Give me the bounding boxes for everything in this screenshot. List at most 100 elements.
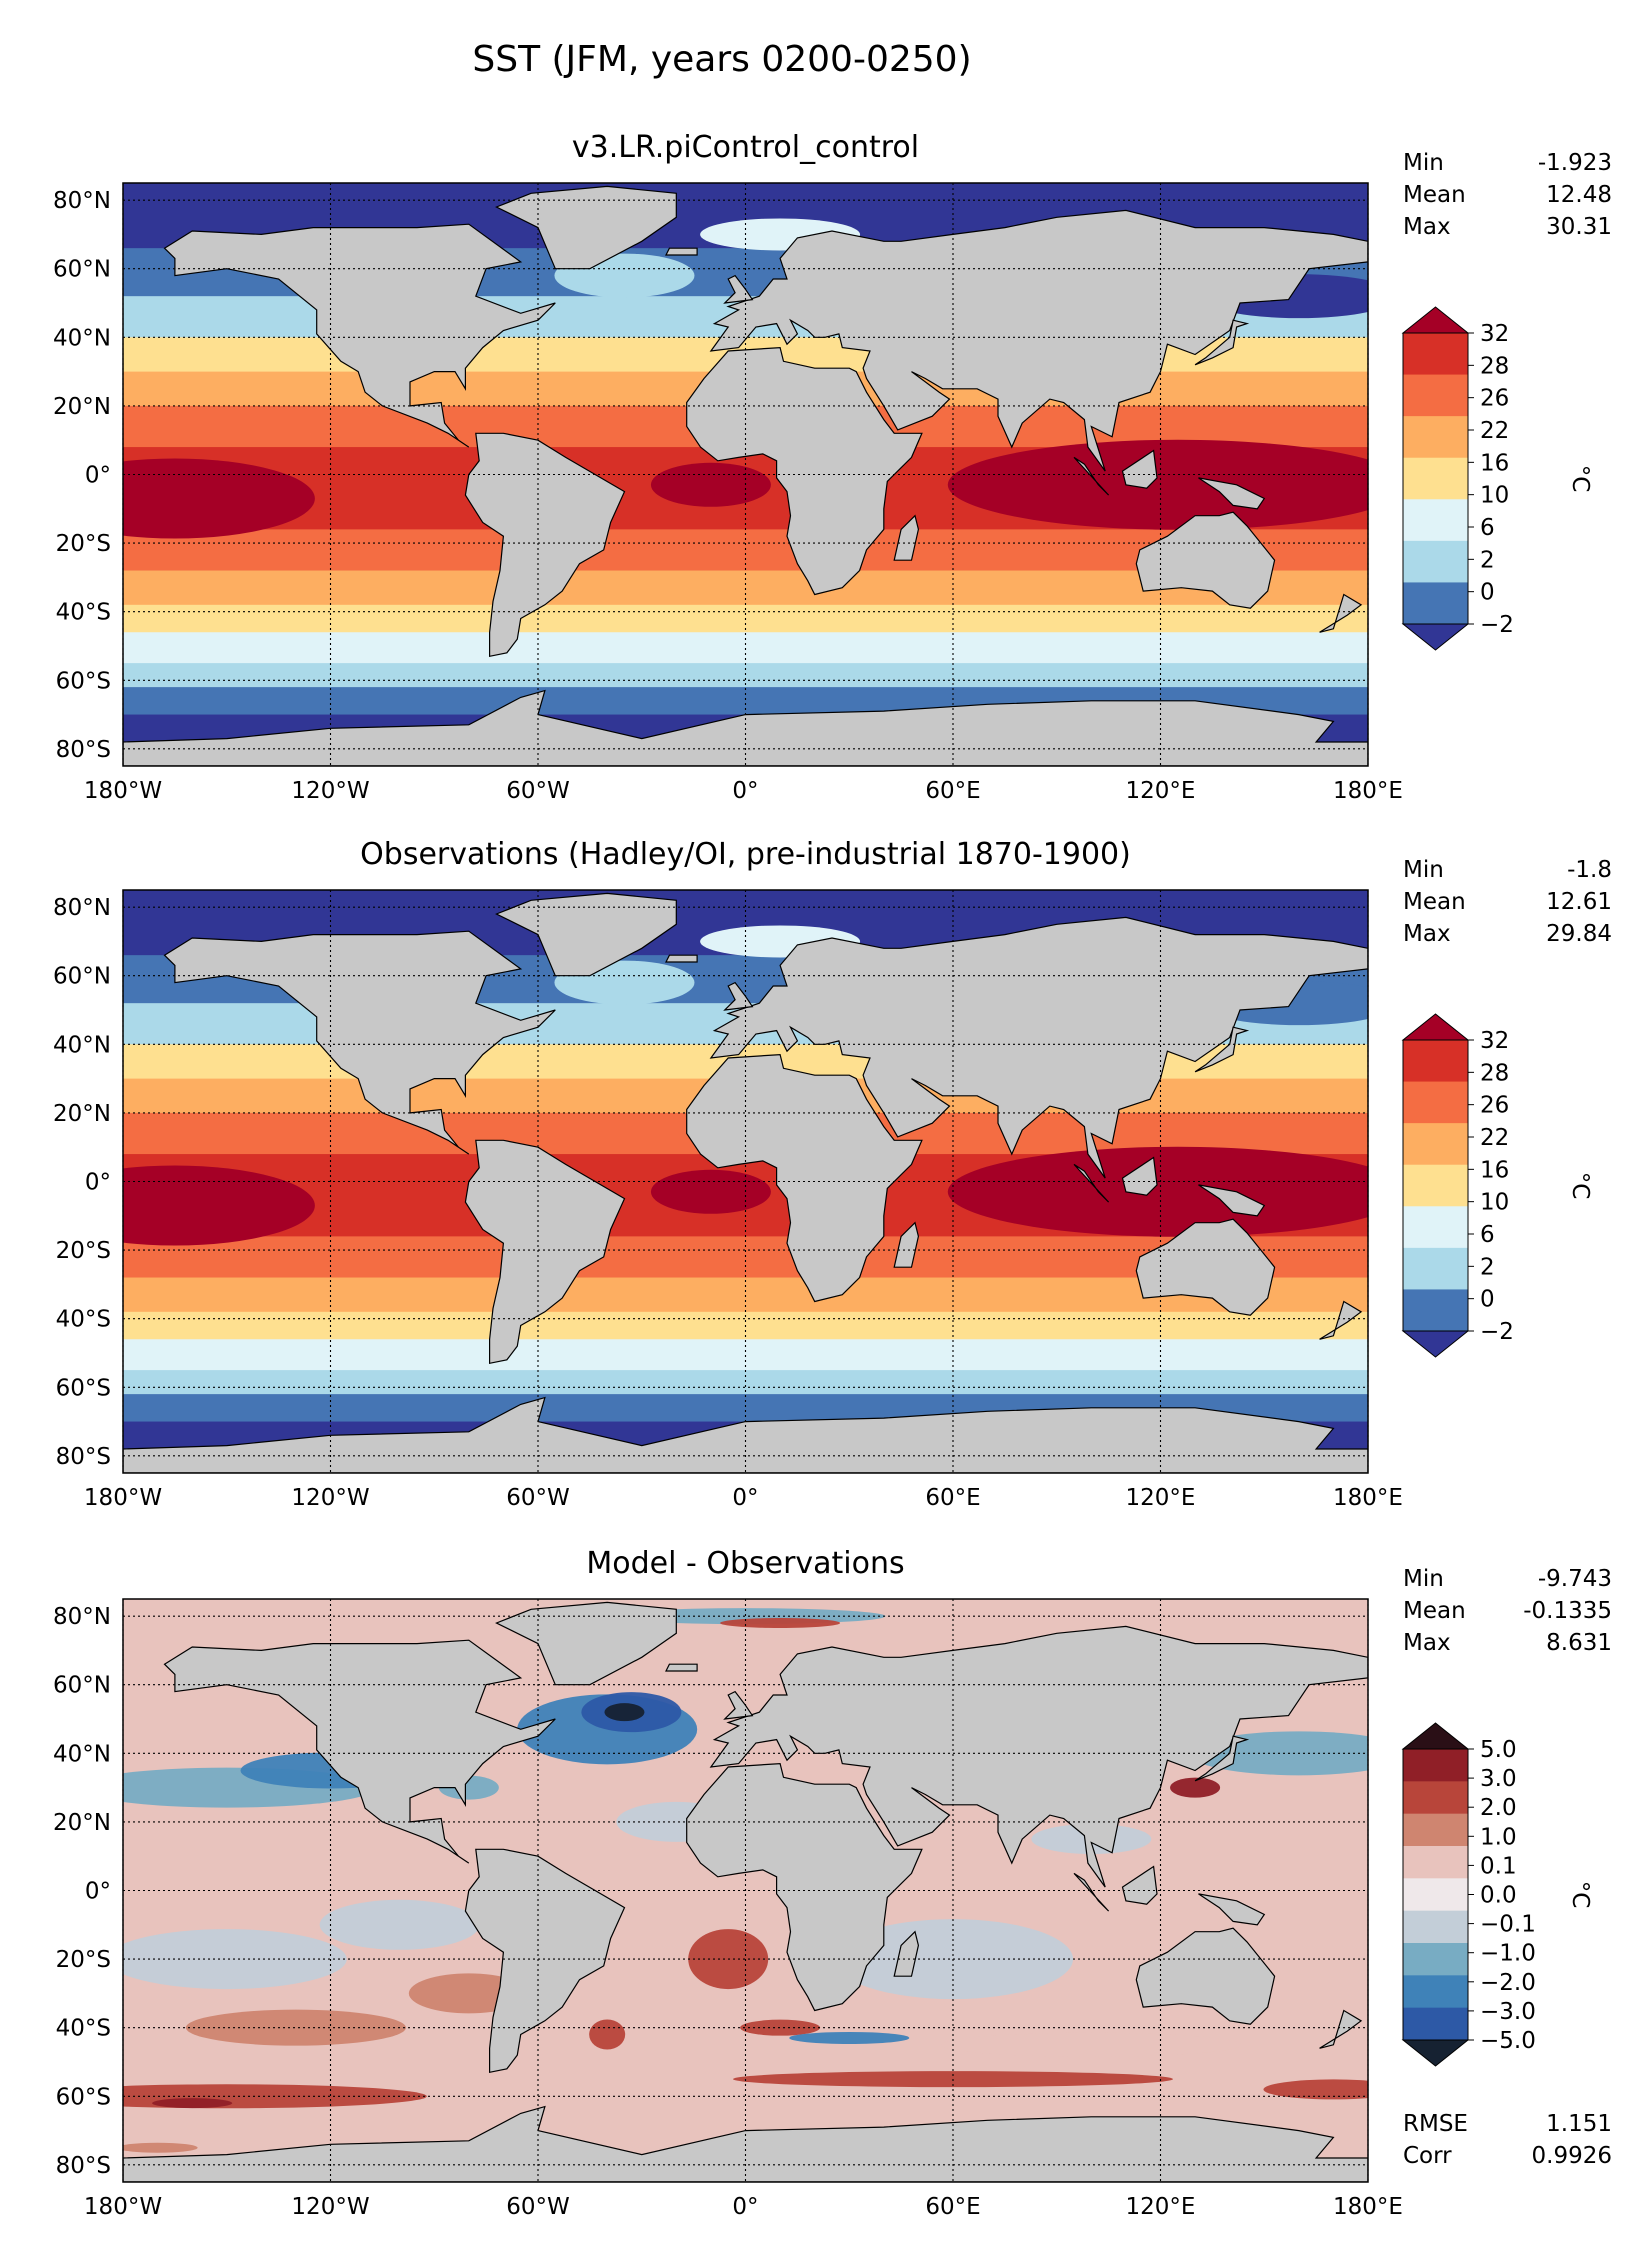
- colorbar-tick-label: 26: [1480, 386, 1509, 412]
- land-polygon: [665, 247, 698, 256]
- land-polygon: [163, 223, 556, 448]
- lat-tick-label: 40°N: [53, 325, 111, 351]
- diff-anomaly: [123, 2142, 198, 2153]
- diff-anomaly: [589, 2019, 626, 2050]
- lon-tick-label: 120°W: [291, 778, 369, 804]
- lon-tick-label: 180°E: [1333, 2194, 1403, 2220]
- colorbar-tick-label: 2: [1480, 1254, 1495, 1280]
- stat-value: 12.61: [1546, 889, 1612, 915]
- map-field: [123, 183, 1368, 766]
- colorbar-level: [1403, 374, 1468, 417]
- colorbar-tick-label: 3.0: [1480, 1766, 1517, 1792]
- colorbar-tick-label: 28: [1480, 1060, 1509, 1086]
- warm-pool-atlantic: [650, 462, 771, 507]
- lat-tick-label: 40°N: [53, 1741, 111, 1767]
- panel-title: Model - Observations: [586, 1546, 904, 1581]
- warm-pool-central-pacific: [123, 1165, 315, 1246]
- stat-value: -0.1335: [1523, 1598, 1612, 1624]
- map-panel: v3.LR.piControl_control 80°N 60°N 40°N 20°N 0…: [53, 130, 1612, 804]
- colorbar-level: [1403, 1123, 1468, 1166]
- land-polygon: [723, 274, 754, 304]
- warm-pool-atlantic: [650, 1169, 771, 1214]
- colorbar-level: [1403, 1289, 1468, 1332]
- lat-tick-label: 80°S: [56, 2153, 111, 2179]
- colorbar-extend-top: [1401, 1013, 1470, 1041]
- colorbar-level: [1403, 1975, 1468, 2009]
- lat-tick-label: 60°N: [53, 964, 111, 990]
- land-polygon: [1319, 1300, 1363, 1340]
- stat-value: -9.743: [1538, 1566, 1612, 1592]
- warm-pool-indo-pacific: [947, 439, 1368, 530]
- lat-tick-label: 20°S: [56, 1238, 111, 1264]
- land-polygon: [1135, 511, 1276, 609]
- land-polygon: [1198, 1184, 1266, 1217]
- colorbar-level: [1403, 1081, 1468, 1124]
- colorbar-tick-label: 6: [1480, 515, 1495, 541]
- lon-tick-label: 120°W: [291, 2194, 369, 2220]
- colorbar-level: [1403, 457, 1468, 500]
- diff-anomaly: [604, 1703, 645, 1722]
- diff-anomaly: [185, 2009, 406, 2046]
- lon-tick-label: 120°E: [1126, 2194, 1196, 2220]
- land-polygon: [495, 185, 677, 270]
- panel-title: Observations (Hadley/OI, pre-industrial …: [360, 837, 1131, 872]
- stat-value: 1.151: [1546, 2111, 1612, 2137]
- stat-value: 30.31: [1546, 214, 1612, 240]
- map-field: [123, 890, 1368, 1473]
- lat-tick-label: 80°S: [56, 737, 111, 763]
- lon-tick-label: 0°: [732, 2194, 758, 2220]
- lat-tick-label: 0°: [85, 1879, 111, 1905]
- land-polygon: [893, 1221, 920, 1268]
- colorbar-extend-bottom: [1401, 623, 1470, 651]
- land-polygon: [1073, 1163, 1110, 1203]
- colorbar-extend-top: [1401, 306, 1470, 334]
- land-polygon: [1198, 477, 1266, 510]
- land-polygon: [709, 916, 1368, 1179]
- colorbar-level: [1403, 582, 1468, 625]
- diff-anomaly: [941, 2032, 1242, 2057]
- land-polygon: [1121, 1865, 1158, 1905]
- diff-anomaly: [1170, 1777, 1221, 1798]
- land-polygon: [665, 1663, 698, 1672]
- diff-anomaly: [123, 1929, 347, 1990]
- colorbar-tick-label: −2: [1480, 612, 1514, 638]
- colorbar-tick-label: −5.0: [1480, 2028, 1536, 2054]
- stat-label: Mean: [1403, 1598, 1466, 1624]
- colorbar-tick-label: 32: [1480, 1028, 1509, 1054]
- stat-label: Mean: [1403, 889, 1466, 915]
- map-frame: [122, 889, 1369, 1474]
- colorbar-level: [1403, 416, 1468, 459]
- lon-tick-label: 0°: [732, 1485, 758, 1511]
- colorbar-level: [1403, 1247, 1468, 1290]
- colorbar-tick-label: 0.0: [1480, 1883, 1517, 1909]
- land-polygon: [464, 1848, 626, 2074]
- map-panel: Model - Observations 80°N 60°N 40°N 20°N 0° 20…: [53, 1546, 1612, 2220]
- lat-tick-label: 40°S: [56, 600, 111, 626]
- land-polygon: [1319, 2009, 1363, 2049]
- colorbar-level: [1403, 1910, 1468, 1944]
- lat-tick-label: 60°N: [53, 1673, 111, 1699]
- colorbar-tick-label: 0.1: [1480, 1853, 1517, 1879]
- colorbar-level: [1403, 1749, 1468, 1782]
- land-polygon: [1319, 593, 1363, 633]
- stat-label: Max: [1403, 214, 1451, 240]
- stat-label: Min: [1403, 857, 1444, 883]
- colorbar-tick-label: 0: [1480, 1287, 1495, 1313]
- colorbar-tick-label: 32: [1480, 321, 1509, 347]
- colorbar-tick-label: −0.1: [1480, 1912, 1536, 1938]
- land-polygon: [1194, 1735, 1250, 1782]
- colorbar-tick-label: −3.0: [1480, 1999, 1536, 2025]
- colorbar-level: [1403, 540, 1468, 583]
- colorbar-tick-label: 2.0: [1480, 1795, 1517, 1821]
- colorbar-level: [1403, 1846, 1468, 1879]
- land-polygon: [1135, 1927, 1276, 2025]
- lat-tick-label: 80°N: [53, 188, 111, 214]
- land-polygon: [163, 930, 556, 1155]
- colorbar-tick-label: 10: [1480, 1190, 1509, 1216]
- diff-anomaly: [740, 2019, 821, 2036]
- land-polygon: [893, 1930, 920, 1977]
- figure-title: SST (JFM, years 0200-0250): [472, 39, 971, 80]
- lat-tick-label: 60°S: [56, 2084, 111, 2110]
- lat-tick-label: 60°S: [56, 668, 111, 694]
